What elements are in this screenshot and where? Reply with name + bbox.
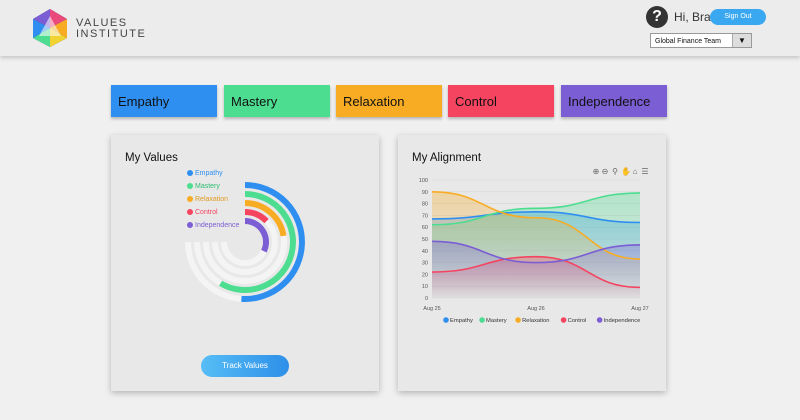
home-icon[interactable]: ⌂ [632,167,638,176]
series-line-mastery [431,192,641,226]
y-tick-label: 10 [422,284,428,290]
series-line-control [431,255,641,289]
radial-bar-independence [244,218,269,253]
sign-out-button[interactable]: Sign Out [710,9,766,25]
legend-label: Control [195,209,218,216]
y-tick-label: 50 [422,237,428,243]
team-select[interactable]: Global Finance Team ▼ [650,33,752,48]
legend-dot [187,209,193,215]
value-button-empathy[interactable]: Empathy [111,85,217,117]
legend-label: Mastery [195,183,220,190]
legend-dot-mastery [479,317,485,323]
my-alignment-card: My Alignment 0 10 20 30 40 50 60 70 80 90 100 Aug 2… [398,135,666,391]
legend-dot-control [560,317,567,323]
legend-dot [187,183,193,189]
value-button-independence[interactable]: Independence [561,85,667,117]
area-fill-independence [432,241,640,298]
legend-dot-relaxation [515,317,521,323]
radial-bar-control [244,209,269,224]
legend-dot-independence [596,317,603,323]
team-select-value: Global Finance Team [655,38,722,45]
my-values-card: My Values Empathy Mastery Relaxation Con… [111,135,379,391]
x-tick-label: Aug 26 [527,306,544,312]
brand-line-1: VALUES [76,17,128,29]
legend-dot [187,170,193,176]
legend-item-independence[interactable]: Independence [187,222,239,229]
legend-dot [187,222,193,228]
legend-label-relaxation: Relaxation [522,318,549,324]
legend-item-control[interactable]: Control [187,209,218,216]
value-button-control[interactable]: Control [448,85,554,117]
legend-label-mastery: Mastery [486,318,507,324]
legend-item-mastery[interactable]: Mastery [187,183,220,190]
y-tick-label: 20 [422,272,428,278]
user-greeting: Hi, Brad [674,10,718,24]
my-values-title: My Values [125,152,178,164]
my-alignment-title: My Alignment [412,152,482,164]
legend-dot-empathy [443,317,449,323]
legend-item-relaxation[interactable]: Relaxation [187,196,228,203]
value-button-mastery[interactable]: Mastery [224,85,330,117]
y-tick-label: 90 [422,190,428,196]
legend-label: Independence [195,222,240,229]
radial-bar-relaxation [244,200,287,237]
y-tick-label: 30 [422,261,428,267]
y-tick-label: 100 [419,178,428,184]
x-tick-label: Aug 25 [423,306,440,312]
value-button-relaxation[interactable]: Relaxation [336,85,442,117]
legend-item-empathy[interactable]: Empathy [187,170,223,177]
header-bar: VALUES INSTITUTE ? Hi, Brad Sign Out Glo… [0,0,800,56]
y-tick-label: 40 [422,249,428,255]
y-tick-label: 0 [425,296,428,302]
track-values-button[interactable]: Track Values [201,355,289,377]
my-alignment-area-chart: 0 10 20 30 40 50 60 70 80 90 100 Aug 25 Aug 26 Aug 27… [419,178,649,324]
series-line-independence [431,240,641,264]
y-tick-label: 60 [422,225,428,231]
y-tick-label: 70 [422,213,428,219]
zoom-out-icon[interactable]: ⊖ [601,167,609,176]
zoom-in-icon[interactable]: ⊕ [592,167,600,176]
y-tick-label: 80 [422,202,428,208]
legend-label-empathy: Empathy [450,318,473,324]
legend-dot [187,196,193,202]
legend-label-control: Control [568,318,587,324]
magnifier-icon[interactable]: ⚲ [612,167,618,176]
x-tick-label: Aug 27 [631,306,648,312]
series-line-relaxation [431,191,641,260]
menu-icon[interactable]: ☰ [641,167,649,176]
pan-icon[interactable]: ✋ [621,167,631,176]
brand-name: VALUES INSTITUTE [76,18,146,40]
help-icon[interactable]: ? [646,6,668,28]
series-line-empathy [431,211,641,224]
legend-label: Relaxation [195,196,229,203]
legend-label: Empathy [195,170,223,177]
legend-label-independence: Independence [604,318,641,324]
chevron-down-icon[interactable]: ▼ [732,34,751,47]
radial-bar-empathy [241,182,305,302]
radial-bar-mastery [219,191,296,293]
my-values-radial-chart [185,182,305,302]
values-institute-logo [33,9,67,47]
brand-line-2: INSTITUTE [76,28,147,40]
